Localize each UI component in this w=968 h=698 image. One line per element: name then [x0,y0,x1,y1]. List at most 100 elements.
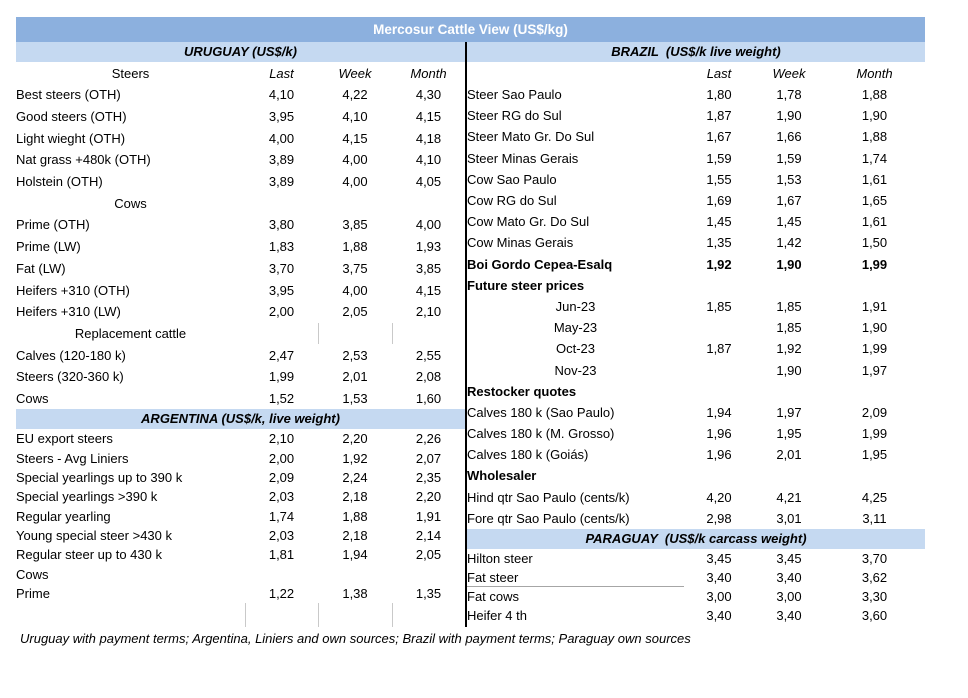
value-week: 2,18 [342,489,368,505]
row-label: Hilton steer [467,550,533,566]
value-week: 1,94 [342,547,368,563]
value-month: 1,97 [861,362,888,378]
value-month: 2,07 [415,450,442,466]
value-last [684,359,754,380]
row-label: Good steers (OTH) [16,109,127,125]
value-month [392,603,465,627]
column-header-month: Month [856,65,893,81]
row-label: Fat cows [467,589,520,605]
row-label: Prime (OTH) [16,217,90,233]
value-week: 2,01 [342,369,368,385]
table-row: Prime (LW) 1,83 1,88 1,93 [16,236,465,258]
table-row: Holstein (OTH) 3,89 4,00 4,05 [16,171,465,193]
row-label: EU export steers [16,431,113,447]
row-label: Cows [16,390,49,406]
row-label: Cow RG do Sul [467,193,557,209]
value-month: 4,15 [415,109,442,125]
section-header-brazil: BRAZIL (US$/k live weight) [467,42,925,62]
value-week: 1,66 [776,129,802,145]
value-last: 3,89 [268,174,295,190]
row-label: Calves 180 k (M. Grosso) [467,426,615,442]
table-row: Fat steer 3,40 3,40 3,62 [467,567,925,588]
table-row: Calves 180 k (M. Grosso) 1,96 1,95 1,99 [467,423,925,444]
value-last: 1,22 [268,585,295,601]
value-month: 1,93 [415,239,442,255]
value-month: 3,30 [861,588,888,604]
column-header-row: Steers Last Week Month [16,62,465,84]
row-label: Wholesaler [467,468,537,484]
table-row: Steer Mato Gr. Do Sul 1,67 1,66 1,88 [467,126,925,147]
value-week: 3,01 [776,510,802,526]
value-month [392,564,465,583]
value-last: 3,80 [268,217,295,233]
value-last: 2,10 [268,431,295,447]
paraguay-table: Hilton steer 3,45 3,45 3,70 Fat steer 3,40 3,4… [467,549,925,625]
row-label: Prime [16,585,50,601]
value-week: 1,85 [776,320,802,336]
value-month: 1,90 [861,108,888,124]
table-row: Steers (320-360 k) 1,99 2,01 2,08 [16,366,465,388]
table-row: Steer RG do Sul 1,87 1,90 1,90 [467,105,925,126]
value-month: 1,99 [861,256,888,272]
value-month: 1,91 [861,298,888,314]
table-row: Wholesaler [467,465,925,486]
source-note: Uruguay with payment terms; Argentina, L… [20,631,691,646]
table-row: Hilton steer 3,45 3,45 3,70 [467,549,925,568]
row-label: Cow Mato Gr. Do Sul [467,214,590,230]
report-title: Mercosur Cattle View (US$/kg) [16,17,925,42]
value-last: 1,83 [268,239,295,255]
value-week: 3,40 [776,569,802,585]
brazil-table: Last Week Month Steer Sao Paulo 1,80 1,78 1… [467,62,925,529]
value-month: 1,74 [861,150,888,166]
value-last: 1,92 [706,256,732,272]
table-row: Special yearlings >390 k 2,03 2,18 2,20 [16,487,465,506]
row-label: Steers - Avg Liniers [16,450,129,466]
value-last: 1,96 [706,426,732,442]
value-month: 4,15 [415,282,442,298]
row-label: Nat grass +480k (OTH) [16,152,151,168]
value-month [392,192,465,214]
value-month [392,323,465,345]
value-week: 1,90 [776,256,802,272]
row-label: Regular yearling [16,508,111,524]
value-week: 1,38 [342,585,368,601]
value-month: 2,14 [415,527,442,543]
table-row: Calves 180 k (Goiás) 1,96 2,01 1,95 [467,444,925,465]
table-row: Fat cows 3,00 3,00 3,30 [467,587,925,606]
value-week [754,275,824,296]
value-week: 1,85 [776,298,802,314]
table-row: Steer Minas Gerais 1,59 1,59 1,74 [467,148,925,169]
value-week: 1,90 [776,108,802,124]
row-label: Regular steer up to 430 k [16,547,162,563]
value-last: 2,09 [268,470,295,486]
value-last [684,465,754,486]
value-month: 2,10 [415,304,442,320]
table-row: Calves (120-180 k) 2,47 2,53 2,55 [16,344,465,366]
value-last: 1,87 [706,341,732,357]
value-week: 2,53 [342,347,368,363]
value-month: 4,25 [861,489,888,505]
value-week: 1,97 [776,404,802,420]
value-week [318,322,393,345]
value-month: 1,88 [861,87,888,103]
value-month: 1,61 [861,214,888,230]
table-row: Fat (LW) 3,70 3,75 3,85 [16,258,465,280]
value-week: 4,10 [342,109,368,125]
column-header-last: Last [269,65,294,81]
table-row: Cow Minas Gerais 1,35 1,42 1,50 [467,232,925,253]
value-last: 2,47 [268,347,295,363]
column-header-week: Week [772,65,806,81]
value-month: 1,65 [861,193,888,209]
row-label: Heifers +310 (OTH) [16,282,130,298]
value-last: 3,70 [268,260,295,276]
value-week: 2,05 [342,304,368,320]
value-month: 4,00 [415,217,442,233]
table-row: Prime (OTH) 3,80 3,85 4,00 [16,214,465,236]
table-row: Hind qtr Sao Paulo (cents/k) 4,20 4,21 4,25 [467,487,925,508]
value-week: 3,40 [776,607,802,623]
table-row: Fore qtr Sao Paulo (cents/k) 2,98 3,01 3,11 [467,508,925,529]
value-week: 1,42 [776,235,802,251]
value-month: 1,88 [861,129,888,145]
value-month: 2,35 [415,470,442,486]
value-last: 1,94 [706,404,732,420]
